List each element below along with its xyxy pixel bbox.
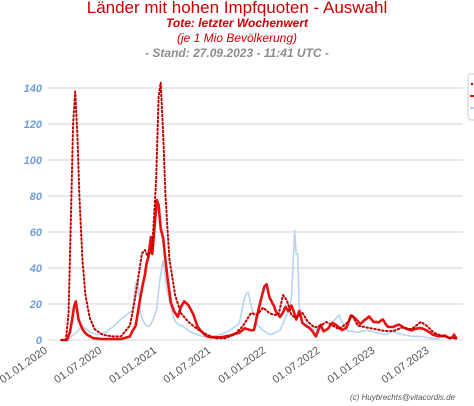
x-tick-label: 01.01.2020: [0, 345, 50, 386]
y-tick-label: 60: [30, 227, 43, 239]
y-tick-label: 0: [36, 335, 43, 347]
grid-lines: [48, 87, 463, 341]
y-tick-label: 100: [24, 155, 43, 167]
y-tick-label: 40: [29, 263, 43, 275]
series-line-2: [65, 229, 440, 341]
credit-text: (c) Huybrechts@vitacordis.de: [350, 393, 456, 402]
chart-subtitle-unit: (je 1 Mio Bevölkerung): [177, 31, 297, 45]
x-tick-label: 01.07.2020: [52, 345, 104, 386]
chart-title: Länder mit hohen Impfquoten - Auswahl: [87, 0, 388, 17]
series-line-0: [60, 81, 458, 341]
x-tick-label: 01.07.2023: [380, 345, 432, 386]
y-tick-label: 120: [24, 119, 43, 131]
x-tick-label: 01.01.2023: [325, 345, 377, 386]
x-tick-label: 01.07.2022: [270, 345, 322, 386]
legend: [467, 73, 474, 121]
legend-marker-dotted: [470, 82, 474, 86]
x-axis-ticks: 01.01.2020 01.07.2020 01.01.2021 01.07.2021…: [0, 345, 432, 386]
y-tick-label: 80: [30, 191, 43, 203]
x-tick-label: 01.01.2021: [107, 345, 159, 386]
x-tick-label: 01.07.2021: [161, 345, 213, 386]
series-lines: [60, 81, 458, 342]
chart-subtitle: Tote: letzter Wochenwert: [166, 16, 309, 30]
x-tick-label: 01.01.2022: [216, 345, 268, 386]
chart-stand-date: - Stand: 27.09.2023 - 11:41 UTC -: [145, 46, 329, 60]
y-tick-label: 20: [29, 299, 43, 311]
y-tick-label: 140: [24, 83, 43, 95]
y-axis-ticks: 0 20 40 60 80 100 120 140: [24, 83, 43, 347]
